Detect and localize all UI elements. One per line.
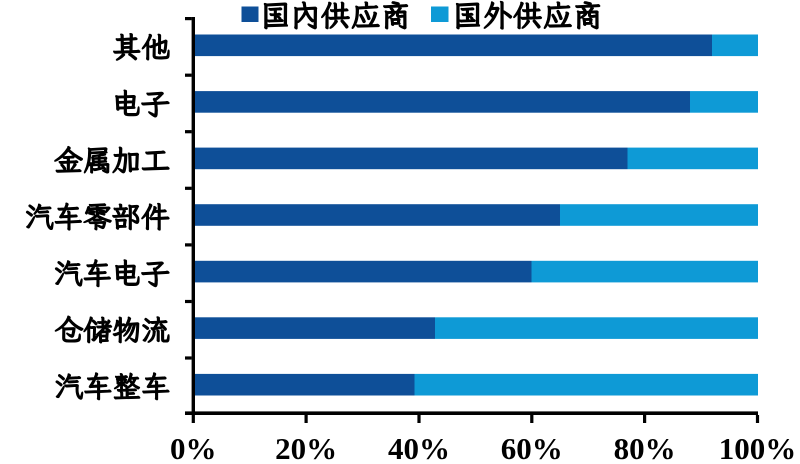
svg-text:80%: 80% [614, 431, 676, 464]
svg-text:40%: 40% [388, 431, 450, 464]
svg-text:0%: 0% [170, 431, 217, 464]
svg-text:60%: 60% [501, 431, 563, 464]
svg-text:100%: 100% [719, 431, 797, 464]
svg-text:20%: 20% [275, 431, 337, 464]
